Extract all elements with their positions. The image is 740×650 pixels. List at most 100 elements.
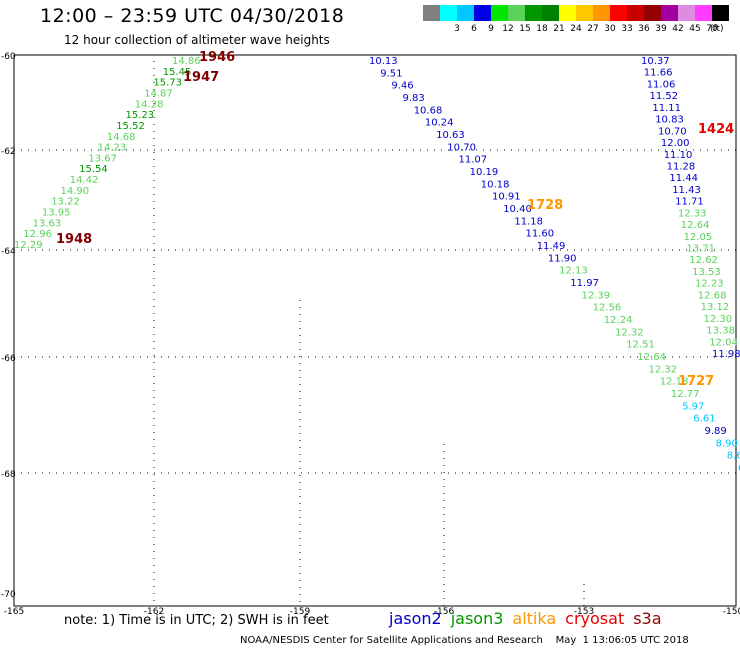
wave-height-value: 13.53 xyxy=(692,267,721,278)
legend-label: 18 xyxy=(536,24,548,34)
wave-height-value: 14.42 xyxy=(70,175,99,186)
wave-height-value: 10.24 xyxy=(425,118,454,129)
wave-height-value: 11.60 xyxy=(526,229,555,240)
wave-height-value: 8.90 xyxy=(716,438,738,449)
wave-height-value: 12.30 xyxy=(704,314,733,325)
wave-height-value: 11.97 xyxy=(570,278,599,289)
wave-height-value: 11.28 xyxy=(667,162,696,173)
lat-label: -60 xyxy=(1,52,16,62)
legend-swatch xyxy=(440,5,457,21)
map-border xyxy=(13,54,737,607)
pass-time-label: 1424 xyxy=(698,122,734,137)
legend-swatch xyxy=(610,5,627,21)
lat-label: -62 xyxy=(1,147,16,157)
legend-swatch xyxy=(474,5,491,21)
satellite-name: altika xyxy=(512,609,557,628)
legend-swatch xyxy=(712,5,729,21)
legend-swatch xyxy=(508,5,525,21)
wave-height-value: 13.38 xyxy=(706,326,735,337)
legend-label: 42 xyxy=(672,24,684,34)
wave-height-value: 11.90 xyxy=(548,253,577,264)
page-subtitle: 12 hour collection of altimeter wave hei… xyxy=(64,33,330,47)
wave-height-value: 12.13 xyxy=(559,266,588,277)
lon-label: -156 xyxy=(434,607,455,617)
legend-label: 21 xyxy=(553,24,565,34)
wave-height-value: 10.63 xyxy=(436,130,465,141)
wave-height-value: 9.51 xyxy=(380,68,402,79)
wave-height-value: 12.29 xyxy=(14,240,43,251)
wave-height-value: 12.68 xyxy=(698,290,727,301)
track-times: 1946 1947 1948 1728 1727 1424 xyxy=(56,50,734,389)
lon-label: -159 xyxy=(290,607,311,617)
satellite-name: cryosat xyxy=(565,609,625,628)
satellite-name: s3a xyxy=(633,609,662,628)
wave-height-value: 12.96 xyxy=(23,229,52,240)
legend-swatch xyxy=(542,5,559,21)
wave-height-value: 15.45 xyxy=(163,67,192,78)
wave-height-value: 11.52 xyxy=(650,91,679,102)
legend-swatch xyxy=(559,5,576,21)
legend-label: 36 xyxy=(638,24,650,34)
wave-height-value: 12.56 xyxy=(593,303,622,314)
legend-swatches xyxy=(423,5,729,21)
axis-labels: -60 -62 -64 -66 -68 -70 -165 -162 -159 -156 -153 -1… xyxy=(1,52,740,617)
wave-height-value: 12.77 xyxy=(671,389,700,400)
wave-height-value: 12.05 xyxy=(684,232,713,243)
legend-label: 9 xyxy=(488,24,494,34)
legend-swatch xyxy=(695,5,712,21)
wave-height-value: 13.22 xyxy=(51,197,80,208)
lon-label: -150 xyxy=(723,607,740,617)
wave-height-value: 9.89 xyxy=(705,426,727,437)
lon-label: -153 xyxy=(574,607,594,617)
wave-height-value: 11.49 xyxy=(537,241,566,252)
legend-swatch xyxy=(593,5,610,21)
legend-label: 39 xyxy=(655,24,667,34)
wave-height-value: 11.11 xyxy=(652,103,681,114)
pass-time-label: 1727 xyxy=(678,374,714,389)
legend-swatch xyxy=(525,5,542,21)
satellite-name: jason3 xyxy=(450,609,504,628)
lat-label: -66 xyxy=(1,354,16,364)
wave-height-value: 11.98 xyxy=(712,349,740,360)
wave-height-value: 14.87 xyxy=(144,89,173,100)
wave-height-value: 10.91 xyxy=(492,192,521,203)
wave-height-value: 13.95 xyxy=(42,208,71,219)
legend-swatch xyxy=(678,5,695,21)
lat-label: -68 xyxy=(1,470,16,480)
legend-swatch xyxy=(423,5,440,21)
wave-height-value: 11.18 xyxy=(514,216,543,227)
wave-height-value: 12.04 xyxy=(709,337,738,348)
wave-height-value: 14.23 xyxy=(98,143,127,154)
wave-height-value: 6.29 xyxy=(738,463,740,474)
legend-label: 45 xyxy=(689,24,701,34)
wave-height-value: 11.06 xyxy=(647,79,676,90)
pass-time-label: 1946 xyxy=(199,50,235,65)
legend-label: 70 xyxy=(706,24,718,34)
legend-label: 6 xyxy=(471,24,477,34)
wave-height-value: 10.83 xyxy=(655,115,684,126)
wave-height-value: 15.73 xyxy=(153,78,182,89)
wave-height-value: 10.19 xyxy=(470,167,499,178)
footer-note: note: 1) Time is in UTC; 2) SWH is in fe… xyxy=(64,613,329,628)
wave-height-value: 11.44 xyxy=(669,173,698,184)
wave-height-value: 10.13 xyxy=(369,56,398,67)
wave-height-value: 12.00 xyxy=(661,138,690,149)
wave-height-value: 10.40 xyxy=(503,204,532,215)
lat-label: -64 xyxy=(1,247,16,257)
wave-height-value: 12.32 xyxy=(615,327,644,338)
page-title: 12:00 – 23:59 UTC 04/30/2018 xyxy=(40,5,345,27)
wave-height-value: 12.18 xyxy=(660,377,689,388)
pass-time-label: 1948 xyxy=(56,232,92,247)
legend-unit: (ft) xyxy=(710,24,724,34)
wave-height-value: 8.63 xyxy=(727,451,740,462)
wave-height-value: 11.71 xyxy=(675,197,704,208)
wave-height-value: 13.63 xyxy=(33,218,62,229)
legend-label: 15 xyxy=(519,24,531,34)
pass-time-label: 1728 xyxy=(527,198,563,213)
wave-height-value: 6.61 xyxy=(693,414,715,425)
wave-height-value: 11.07 xyxy=(459,155,488,166)
satellite-name: jason2 xyxy=(389,609,442,628)
lon-label: -162 xyxy=(144,607,164,617)
wave-height-value: 12.32 xyxy=(649,364,678,375)
wave-height-value: 10.70 xyxy=(658,126,687,137)
